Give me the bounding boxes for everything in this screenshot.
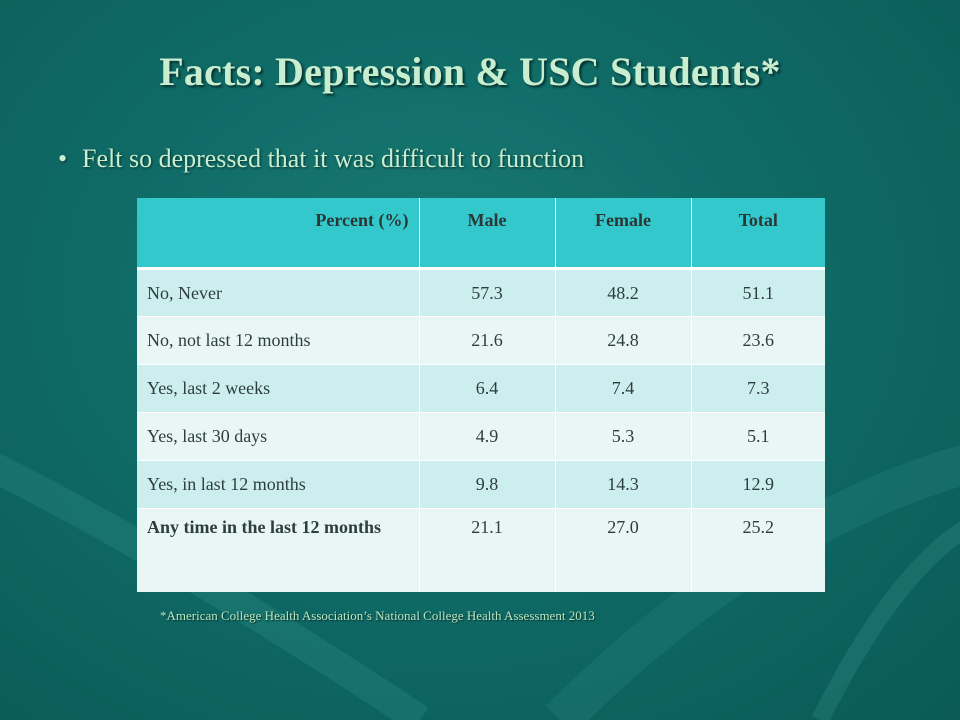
table-row: Yes, last 30 days 4.9 5.3 5.1	[137, 411, 825, 460]
header-total: Total	[691, 198, 825, 270]
cell-total: 25.2	[691, 507, 825, 592]
cell-male: 9.8	[419, 459, 556, 508]
header-female: Female	[555, 198, 692, 270]
cell-male: 21.1	[419, 507, 556, 592]
cell-total: 51.1	[691, 267, 825, 316]
depression-table: Percent (%) Male Female Total No, Never …	[137, 198, 825, 592]
cell-female: 14.3	[555, 459, 692, 508]
header-male: Male	[419, 198, 556, 270]
table-row: No, not last 12 months 21.6 24.8 23.6	[137, 315, 825, 364]
cell-male: 57.3	[419, 267, 556, 316]
source-footnote: *American College Health Association’s N…	[160, 608, 595, 623]
cell-male: 6.4	[419, 363, 556, 412]
bullet-dot-icon: •	[58, 144, 68, 173]
table-row: No, Never 57.3 48.2 51.1	[137, 267, 825, 316]
table-row: Yes, last 2 weeks 6.4 7.4 7.3	[137, 363, 825, 412]
header-percent: Percent (%)	[137, 198, 420, 270]
slide-title: Facts: Depression & USC Students*	[159, 49, 781, 94]
table-row: Yes, in last 12 months 9.8 14.3 12.9	[137, 459, 825, 508]
row-label: Any time in the last 12 months	[137, 507, 420, 592]
cell-male: 21.6	[419, 315, 556, 364]
cell-male: 4.9	[419, 411, 556, 460]
cell-female: 7.4	[555, 363, 692, 412]
table-header-row: Percent (%) Male Female Total	[137, 198, 825, 270]
row-label: Yes, in last 12 months	[137, 459, 420, 508]
bullet-item: • Felt so depressed that it was difficul…	[58, 144, 584, 174]
cell-total: 5.1	[691, 411, 825, 460]
cell-total: 23.6	[691, 315, 825, 364]
row-label: No, not last 12 months	[137, 315, 420, 364]
cell-total: 7.3	[691, 363, 825, 412]
bullet-text: Felt so depressed that it was difficult …	[82, 144, 585, 173]
cell-total: 12.9	[691, 459, 825, 508]
row-label: Yes, last 30 days	[137, 411, 420, 460]
table-row: Any time in the last 12 months 21.1 27.0…	[137, 507, 825, 592]
row-label: Yes, last 2 weeks	[137, 363, 420, 412]
cell-female: 24.8	[555, 315, 692, 364]
cell-female: 27.0	[555, 507, 692, 592]
row-label: No, Never	[137, 267, 420, 316]
cell-female: 48.2	[555, 267, 692, 316]
cell-female: 5.3	[555, 411, 692, 460]
